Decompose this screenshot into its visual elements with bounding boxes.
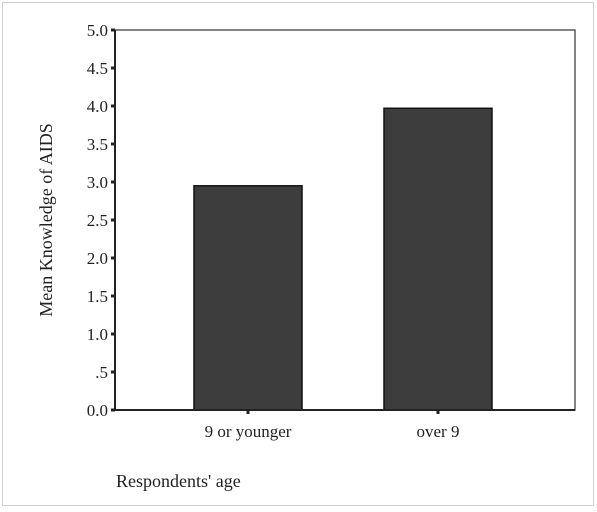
x-axis-title: Respondents' age bbox=[116, 471, 241, 491]
y-tick-label: 4.5 bbox=[87, 59, 108, 78]
bar bbox=[383, 107, 493, 411]
y-tick-label: 1.0 bbox=[87, 325, 108, 344]
y-tick-label: 5.0 bbox=[87, 21, 108, 40]
y-tick-label: 0.0 bbox=[87, 401, 108, 420]
y-tick-label: 4.0 bbox=[87, 97, 108, 116]
x-categories-layer: 9 or younger over 9 bbox=[205, 410, 460, 441]
bar bbox=[193, 185, 303, 411]
bars-layer bbox=[193, 107, 493, 411]
x-category-label: 9 or younger bbox=[205, 422, 292, 441]
bar-chart: 0.0 .5 1.0 1.5 2.0 2.5 3.0 3.5 4.0 4.5 5.0 9 or yo… bbox=[36, 21, 576, 491]
chart-figure: 0.0 .5 1.0 1.5 2.0 2.5 3.0 3.5 4.0 4.5 5.0 9 or yo… bbox=[2, 2, 594, 506]
y-tick-label: 2.5 bbox=[87, 211, 108, 230]
y-tick-label: 2.0 bbox=[87, 249, 108, 268]
y-axis-title: Mean Knowledge of AIDS bbox=[36, 123, 56, 316]
y-tick-label: 1.5 bbox=[87, 287, 108, 306]
x-category-label: over 9 bbox=[417, 422, 460, 441]
y-ticks-layer: 0.0 .5 1.0 1.5 2.0 2.5 3.0 3.5 4.0 4.5 5.0 bbox=[87, 21, 115, 420]
y-tick-label: 3.5 bbox=[87, 135, 108, 154]
y-tick-label: .5 bbox=[95, 363, 108, 382]
plot-area bbox=[114, 29, 576, 411]
y-tick-label: 3.0 bbox=[87, 173, 108, 192]
